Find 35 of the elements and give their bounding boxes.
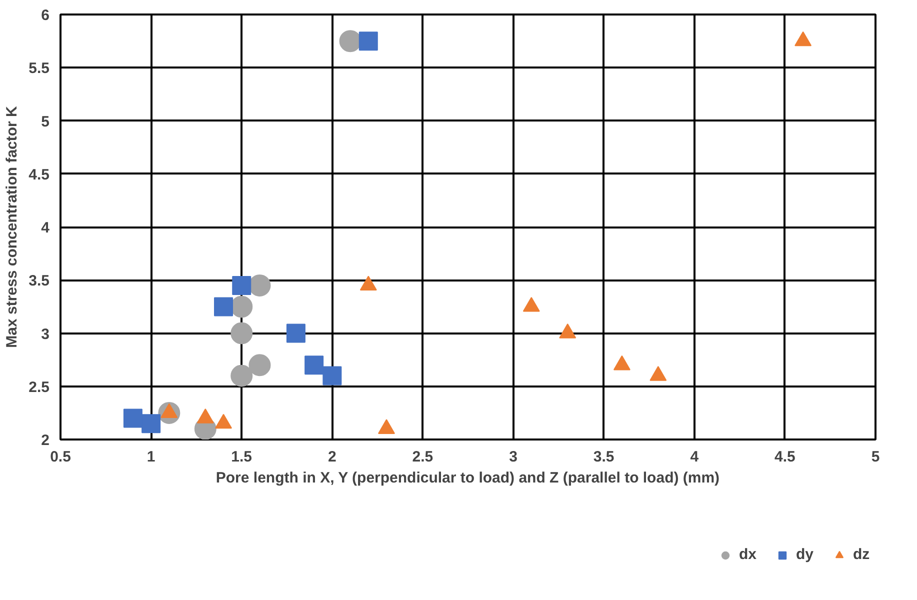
x-tick-label: 3.5 [593,448,614,466]
x-tick-label: 4.5 [774,448,796,466]
y-tick-label: 4 [41,220,50,236]
legend-label: dy [796,546,815,563]
y-tick-label: 2 [41,432,50,449]
point [286,324,306,343]
x-tick-label: 0.5 [50,448,71,466]
point [304,356,324,375]
y-tick-label: 3 [41,326,50,343]
point [230,322,253,344]
y-tick-label: 4.5 [28,166,50,184]
point [232,276,252,295]
y-tick-label: 2.5 [28,378,50,396]
y-tick-label: 5.5 [28,60,50,78]
point [123,408,142,428]
x-tick-label: 3 [509,448,518,466]
x-tick-label: 1 [146,448,156,466]
point [214,297,233,316]
point [322,366,342,386]
point [142,414,161,434]
legend-label: dx [739,546,758,563]
x-axis-title: Pore length in X, Y (perpendicular to load) and Z (parallel to load) (mm) [216,470,720,486]
y-tick-label: 6 [41,7,50,24]
y-axis-title: Max stress concentration factor K [4,106,21,348]
x-tick-label: 1.5 [231,448,252,466]
x-tick-label: 5 [871,448,880,466]
y-tick-label: 5 [41,113,50,130]
point [230,364,253,387]
legend-label: dz [853,546,871,563]
x-tick-label: 4 [690,448,700,466]
x-tick-label: 2.5 [412,448,434,466]
x-tick-label: 2 [328,448,336,466]
point [358,32,378,51]
y-tick-label: 3.5 [28,272,50,290]
point [248,354,271,376]
